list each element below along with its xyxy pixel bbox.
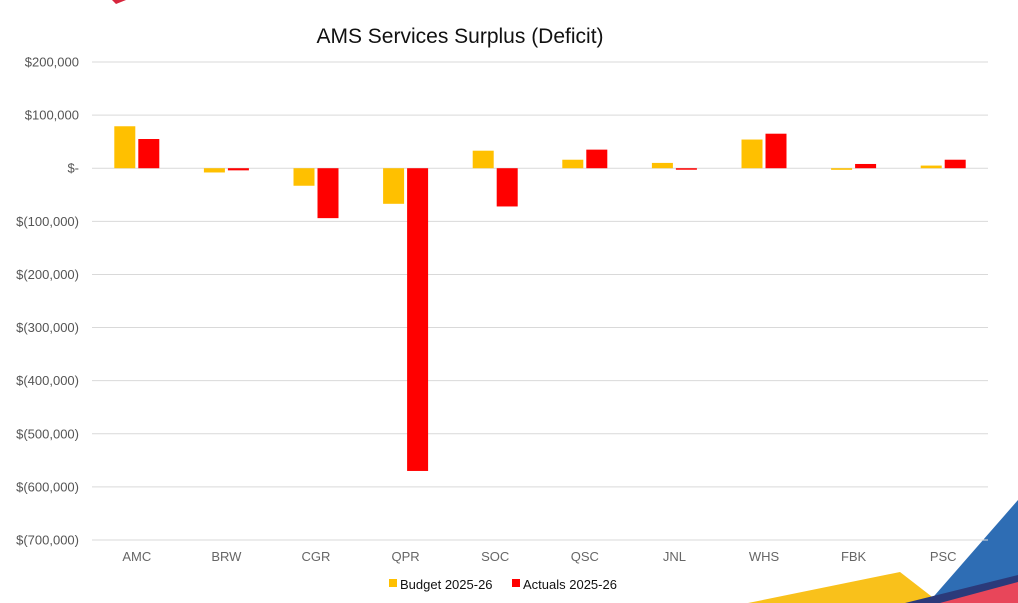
bar-actuals-qsc: [586, 149, 608, 169]
bar-actuals-fbk: [855, 163, 877, 169]
x-tick-label: FBK: [841, 549, 867, 564]
chart-title: AMS Services Surplus (Deficit): [316, 25, 603, 48]
decor-top-mark: [112, 0, 126, 4]
legend-label: Actuals 2025-26: [523, 577, 617, 592]
legend-label: Budget 2025-26: [400, 577, 493, 592]
bar-budget-qpr: [383, 168, 405, 204]
x-axis-ticks: AMC BRW CGR QPR SOC QSC JNL WHS FBK PSC: [122, 549, 956, 564]
bar-actuals-soc: [496, 168, 518, 207]
decorative-corner-shapes: [112, 0, 1018, 603]
x-tick-label: WHS: [749, 549, 780, 564]
bar-budget-soc: [472, 150, 494, 169]
y-axis-ticks: $200,000 $100,000 $- $(100,000) $(200,000) $(…: [16, 55, 79, 548]
y-tick-label: $(200,000): [16, 267, 79, 282]
x-tick-label: SOC: [481, 549, 509, 564]
bar-actuals-cgr: [317, 168, 339, 219]
bars: [114, 126, 966, 471]
bar-budget-whs: [741, 139, 763, 169]
bar-actuals-psc: [944, 159, 966, 169]
legend: Budget 2025-26 Actuals 2025-26: [389, 577, 617, 592]
legend-swatch: [512, 579, 520, 587]
legend-swatch: [389, 579, 397, 587]
bar-actuals-whs: [765, 133, 787, 169]
bar-budget-jnl: [651, 162, 673, 169]
bar-budget-psc: [920, 165, 942, 169]
bar-budget-cgr: [293, 168, 315, 186]
x-tick-label: QPR: [392, 549, 420, 564]
x-tick-label: PSC: [930, 549, 957, 564]
gridlines: [92, 61, 988, 541]
y-tick-label: $(500,000): [16, 426, 79, 441]
bar-budget-qsc: [562, 159, 584, 169]
y-tick-label: $100,000: [25, 108, 79, 123]
bar-actuals-qpr: [407, 168, 429, 471]
y-tick-label: $200,000: [25, 55, 79, 70]
bar-budget-brw: [203, 168, 225, 173]
bar-actuals-brw: [227, 168, 249, 171]
y-tick-label: $(400,000): [16, 373, 79, 388]
x-tick-label: BRW: [211, 549, 242, 564]
x-tick-label: JNL: [663, 549, 686, 564]
decor-yellow-shape: [748, 572, 940, 603]
decor-pink-shape: [940, 582, 1018, 603]
bar-actuals-amc: [138, 139, 160, 169]
bar-budget-amc: [114, 126, 136, 169]
y-tick-label: $(600,000): [16, 479, 79, 494]
bar-budget-fbk: [831, 168, 853, 170]
y-tick-label: $-: [67, 161, 79, 176]
x-tick-label: CGR: [302, 549, 331, 564]
x-tick-label: QSC: [571, 549, 599, 564]
y-tick-label: $(100,000): [16, 214, 79, 229]
x-tick-label: AMC: [122, 549, 151, 564]
y-tick-label: $(700,000): [16, 533, 79, 548]
y-tick-label: $(300,000): [16, 320, 79, 335]
decor-blue-shape: [928, 500, 1018, 603]
bar-actuals-jnl: [675, 168, 697, 170]
